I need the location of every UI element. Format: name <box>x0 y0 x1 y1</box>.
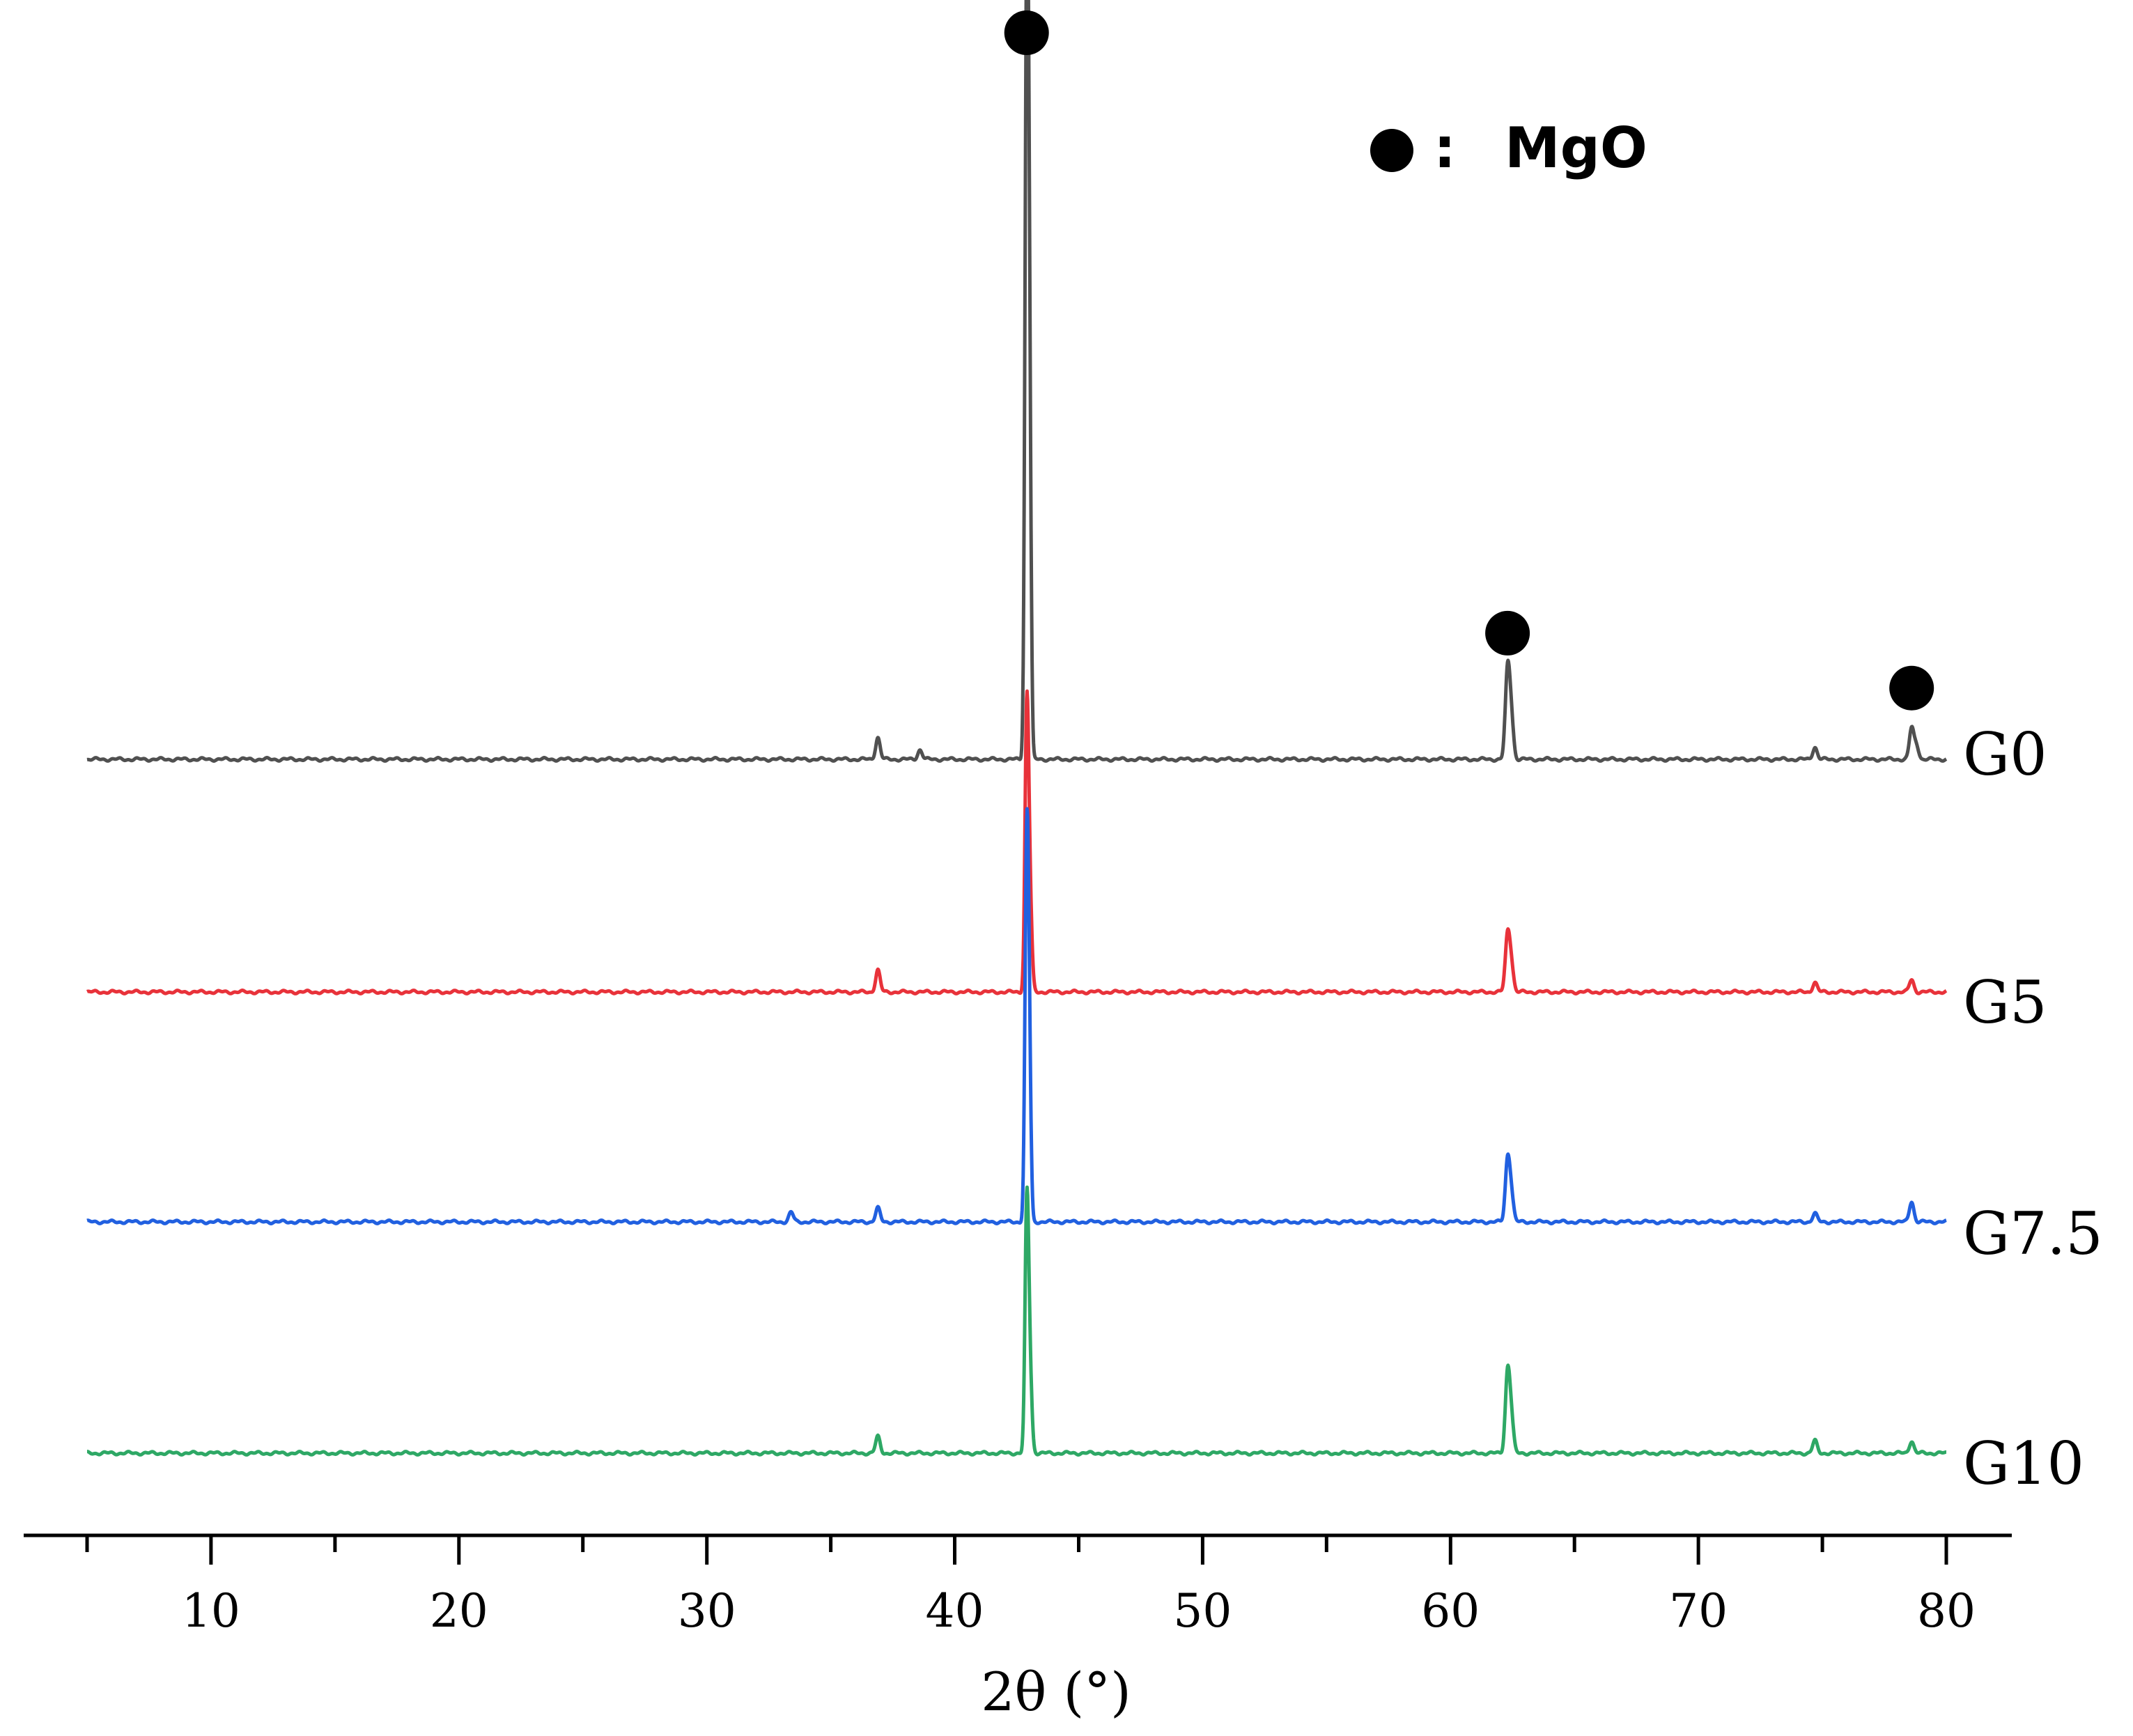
peak-marker-layer <box>1004 10 1934 711</box>
legend-separator: : <box>1434 116 1456 180</box>
series-label-G0: G0 <box>1963 720 2047 789</box>
series-line-G5 <box>86 689 1948 995</box>
series-label-G10: G10 <box>1963 1429 2084 1498</box>
peak-marker-icon <box>1889 665 1934 711</box>
peak-marker-icon <box>1004 10 1049 55</box>
x-tick-label: 60 <box>1421 1584 1480 1638</box>
series-label-layer: G0 G5 G7.5 G10 <box>1963 720 2103 1498</box>
x-tick-label: 40 <box>926 1584 984 1638</box>
x-tick-label: 80 <box>1917 1584 1976 1638</box>
series-line-G0 <box>86 0 1948 763</box>
x-tick-label: 30 <box>678 1584 736 1638</box>
series-layer <box>86 0 1948 1457</box>
x-axis: 10 20 30 40 50 60 70 80 <box>24 1533 2012 1638</box>
series-line-G10 <box>86 1185 1948 1457</box>
series-line-G7-5 <box>86 807 1948 1225</box>
series-label-G5: G5 <box>1963 968 2047 1037</box>
series-label-G7-5: G7.5 <box>1963 1200 2103 1268</box>
x-axis-title: 2θ (°) <box>981 1661 1131 1723</box>
x-tick-label: 20 <box>430 1584 488 1638</box>
legend: : MgO <box>1370 116 1647 180</box>
peak-marker-icon <box>1485 610 1530 656</box>
x-tick-label: 10 <box>182 1584 240 1638</box>
legend-label: MgO <box>1505 116 1647 180</box>
x-tick-label: 70 <box>1669 1584 1728 1638</box>
legend-marker-icon <box>1370 129 1413 172</box>
x-tick-label: 50 <box>1173 1584 1232 1638</box>
